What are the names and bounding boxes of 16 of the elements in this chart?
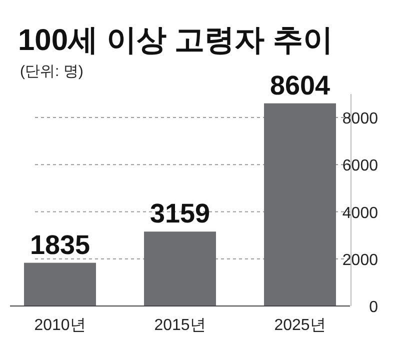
y-tick-label: 6000 [342,158,378,175]
bar [264,103,336,306]
data-label: 8604 [270,70,330,100]
bar [144,232,216,306]
x-tick-label: 2025년 [274,317,326,334]
chart-subtitle: (단위: 명) [20,63,84,80]
y-tick-label: 0 [369,299,378,316]
y-tick-label: 8000 [342,110,378,128]
chart-title: 100세 이상 고령자 추이 [18,24,334,57]
bar [24,262,96,306]
y-tick-label: 2000 [342,252,378,269]
x-tick-label: 2015년 [154,317,206,334]
data-label: 1835 [30,230,90,260]
x-tick-label: 2010년 [34,317,86,334]
data-label: 3159 [150,198,210,229]
y-tick-label: 4000 [342,204,378,222]
